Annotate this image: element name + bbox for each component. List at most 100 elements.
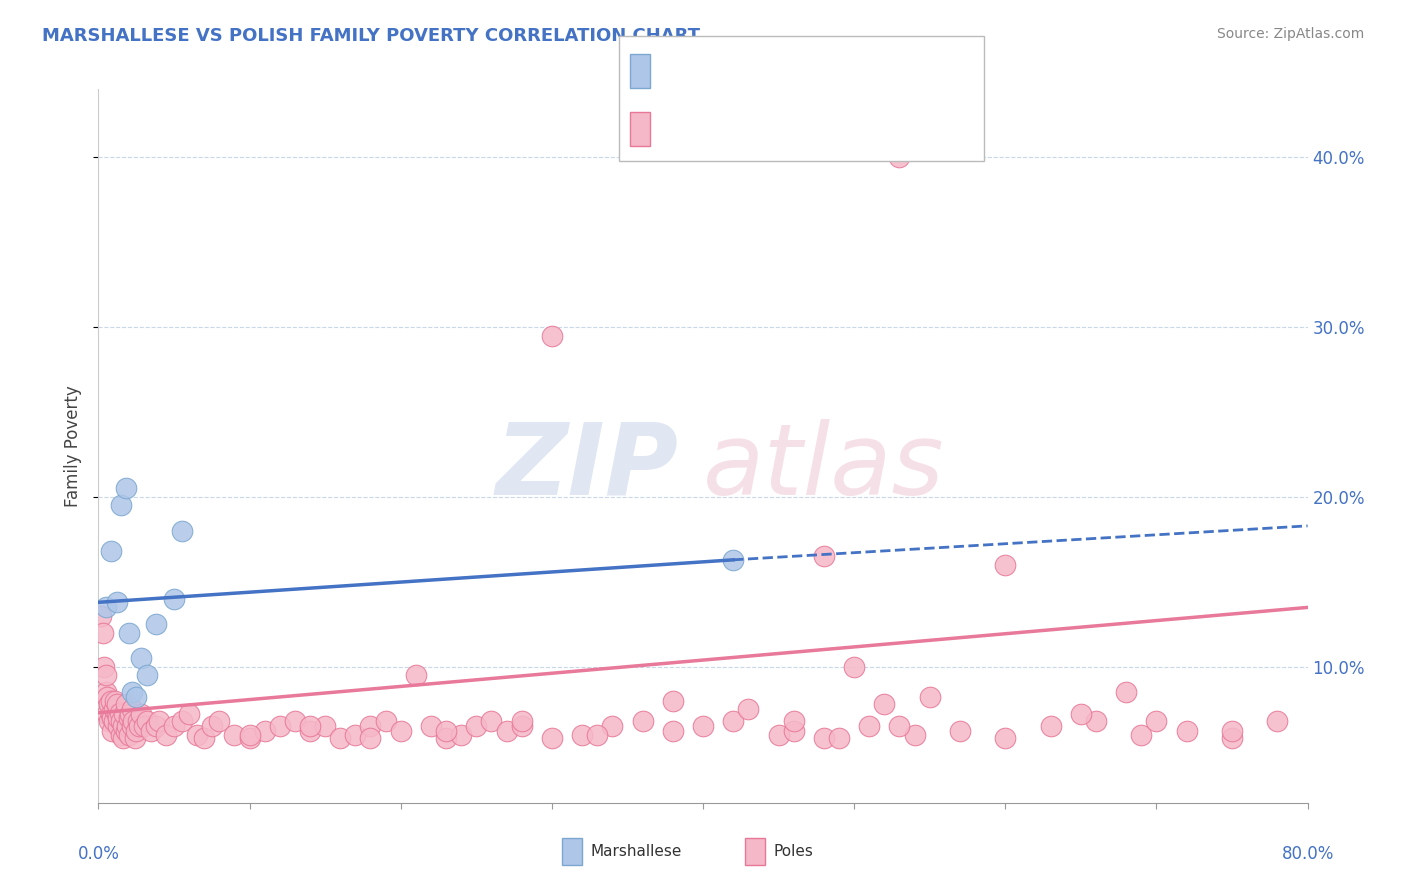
- Point: [108, 706, 131, 720]
- Text: 0.0%: 0.0%: [77, 846, 120, 863]
- Point: [481, 714, 503, 729]
- Point: [434, 731, 457, 746]
- Point: [163, 719, 186, 733]
- Point: [420, 719, 443, 733]
- Point: [208, 714, 231, 729]
- Point: [994, 731, 1017, 746]
- Point: [904, 728, 927, 742]
- Point: [828, 731, 851, 746]
- Point: [510, 719, 533, 733]
- Point: [96, 690, 118, 705]
- Point: [253, 724, 276, 739]
- Y-axis label: Family Poverty: Family Poverty: [65, 385, 83, 507]
- Point: [1220, 724, 1243, 739]
- Point: [949, 724, 972, 739]
- Point: [110, 728, 132, 742]
- Point: [360, 719, 382, 733]
- Point: [170, 714, 193, 729]
- Point: [269, 719, 291, 733]
- Point: [389, 724, 412, 739]
- Point: [148, 714, 170, 729]
- Point: [122, 714, 145, 729]
- Point: [98, 714, 121, 729]
- Point: [329, 731, 352, 746]
- Point: [465, 719, 488, 733]
- Point: [1144, 714, 1167, 729]
- Point: [124, 731, 146, 746]
- Point: [662, 694, 685, 708]
- Point: [314, 719, 336, 733]
- Point: [103, 714, 125, 729]
- Point: [571, 728, 593, 742]
- Point: [360, 731, 382, 746]
- Point: [155, 728, 177, 742]
- Point: [125, 724, 148, 739]
- Point: [783, 724, 806, 739]
- Point: [813, 549, 835, 564]
- Point: [768, 728, 790, 742]
- Point: [495, 724, 517, 739]
- Point: [101, 724, 124, 739]
- Point: [128, 719, 150, 733]
- Text: ZIP: ZIP: [496, 419, 679, 516]
- Point: [121, 685, 143, 699]
- Point: [118, 711, 141, 725]
- Point: [723, 553, 745, 567]
- Point: [692, 719, 714, 733]
- Point: [120, 707, 142, 722]
- Text: R = 0.161   N = 14: R = 0.161 N = 14: [661, 56, 846, 75]
- Point: [1085, 714, 1108, 729]
- Point: [783, 714, 806, 729]
- Point: [111, 731, 134, 746]
- Point: [115, 719, 138, 733]
- Point: [1175, 724, 1198, 739]
- Point: [602, 719, 624, 733]
- Text: MARSHALLESE VS POLISH FAMILY POVERTY CORRELATION CHART: MARSHALLESE VS POLISH FAMILY POVERTY COR…: [42, 27, 700, 45]
- Point: [239, 728, 262, 742]
- Point: [100, 694, 122, 708]
- Point: [179, 707, 201, 722]
- Point: [145, 617, 167, 632]
- Point: [93, 660, 115, 674]
- Point: [1130, 728, 1153, 742]
- Point: [132, 719, 155, 733]
- Point: [105, 698, 128, 712]
- Point: [540, 328, 562, 343]
- Point: [405, 668, 427, 682]
- Point: [90, 608, 112, 623]
- Point: [813, 731, 835, 746]
- Text: Marshallese: Marshallese: [591, 845, 682, 859]
- Point: [858, 719, 880, 733]
- Point: [737, 702, 759, 716]
- Text: R = 0.196   N = 95: R = 0.196 N = 95: [661, 112, 846, 131]
- Point: [170, 524, 193, 538]
- Point: [94, 600, 117, 615]
- Point: [873, 698, 896, 712]
- Point: [434, 724, 457, 739]
- Point: [105, 707, 128, 722]
- Point: [129, 707, 152, 722]
- Point: [121, 719, 143, 733]
- Point: [186, 728, 208, 742]
- Point: [844, 660, 866, 674]
- Point: [889, 719, 911, 733]
- Point: [344, 728, 367, 742]
- Point: [299, 724, 322, 739]
- Point: [114, 724, 136, 739]
- Point: [94, 685, 117, 699]
- Point: [103, 702, 125, 716]
- Point: [889, 150, 911, 164]
- Point: [299, 719, 322, 733]
- Point: [193, 731, 215, 746]
- Point: [1115, 685, 1137, 699]
- Text: 80.0%: 80.0%: [1281, 846, 1334, 863]
- Point: [284, 714, 307, 729]
- Point: [114, 482, 136, 496]
- Point: [121, 702, 143, 716]
- Point: [540, 731, 562, 746]
- Point: [510, 714, 533, 729]
- Text: Source: ZipAtlas.com: Source: ZipAtlas.com: [1216, 27, 1364, 41]
- Text: Poles: Poles: [773, 845, 813, 859]
- Point: [118, 626, 141, 640]
- Point: [111, 719, 134, 733]
